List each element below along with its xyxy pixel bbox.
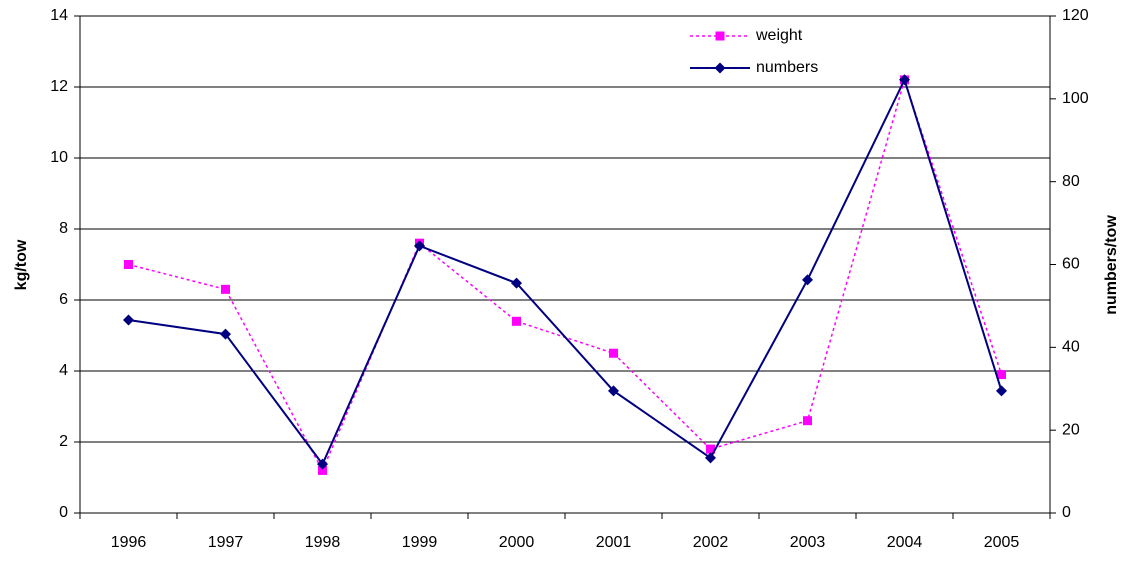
data-point [512,316,521,326]
x-tick-label: 2001 [596,534,632,551]
data-point [220,328,231,340]
x-tick-label: 2005 [984,534,1020,551]
x-tick-label: 2002 [693,534,729,551]
x-tick-label: 1996 [111,534,147,551]
legend-marker [715,31,725,41]
x-tick-label: 1997 [208,534,244,551]
data-point [124,260,133,269]
legend-marker [714,62,726,74]
x-tick-label: 1999 [402,534,438,551]
data-point [802,274,813,286]
legend-label: numbers [756,59,818,76]
y-axis-title: kg/tow [13,239,30,290]
y-tick-label: 4 [59,362,68,379]
data-point [221,284,230,294]
x-tick-label: 2000 [499,534,535,551]
data-point [608,385,619,397]
y-tick-label: 10 [50,149,68,166]
y2-tick-label: 20 [1062,421,1080,438]
y2-tick-label: 0 [1062,504,1071,521]
y-tick-label: 14 [50,7,68,24]
data-point [609,348,618,358]
y2-tick-label: 60 [1062,256,1080,273]
y-tick-label: 12 [50,78,68,95]
data-point [899,74,910,86]
series-line [128,77,1003,467]
data-point [996,385,1007,397]
legend-label: weight [755,27,803,44]
y2-tick-label: 120 [1062,7,1089,24]
y2-axis-title: numbers/tow [1103,215,1120,315]
y-tick-label: 2 [59,433,68,450]
y2-tick-label: 40 [1062,339,1080,356]
data-point [511,277,522,289]
x-tick-label: 1998 [305,534,341,551]
y2-tick-label: 80 [1062,173,1080,190]
data-point [997,370,1006,380]
data-point [706,444,715,454]
data-point [414,240,425,252]
data-point [123,314,134,326]
y-tick-label: 0 [59,504,68,521]
series-line [128,77,1003,473]
y-tick-label: 6 [59,291,68,308]
y2-tick-label: 100 [1062,90,1089,107]
x-tick-label: 2004 [887,534,923,551]
data-point [705,452,716,464]
x-tick-label: 2003 [790,534,826,551]
data-point [317,458,328,470]
data-point [318,465,327,475]
y-tick-label: 8 [59,220,68,237]
data-point [803,416,812,426]
